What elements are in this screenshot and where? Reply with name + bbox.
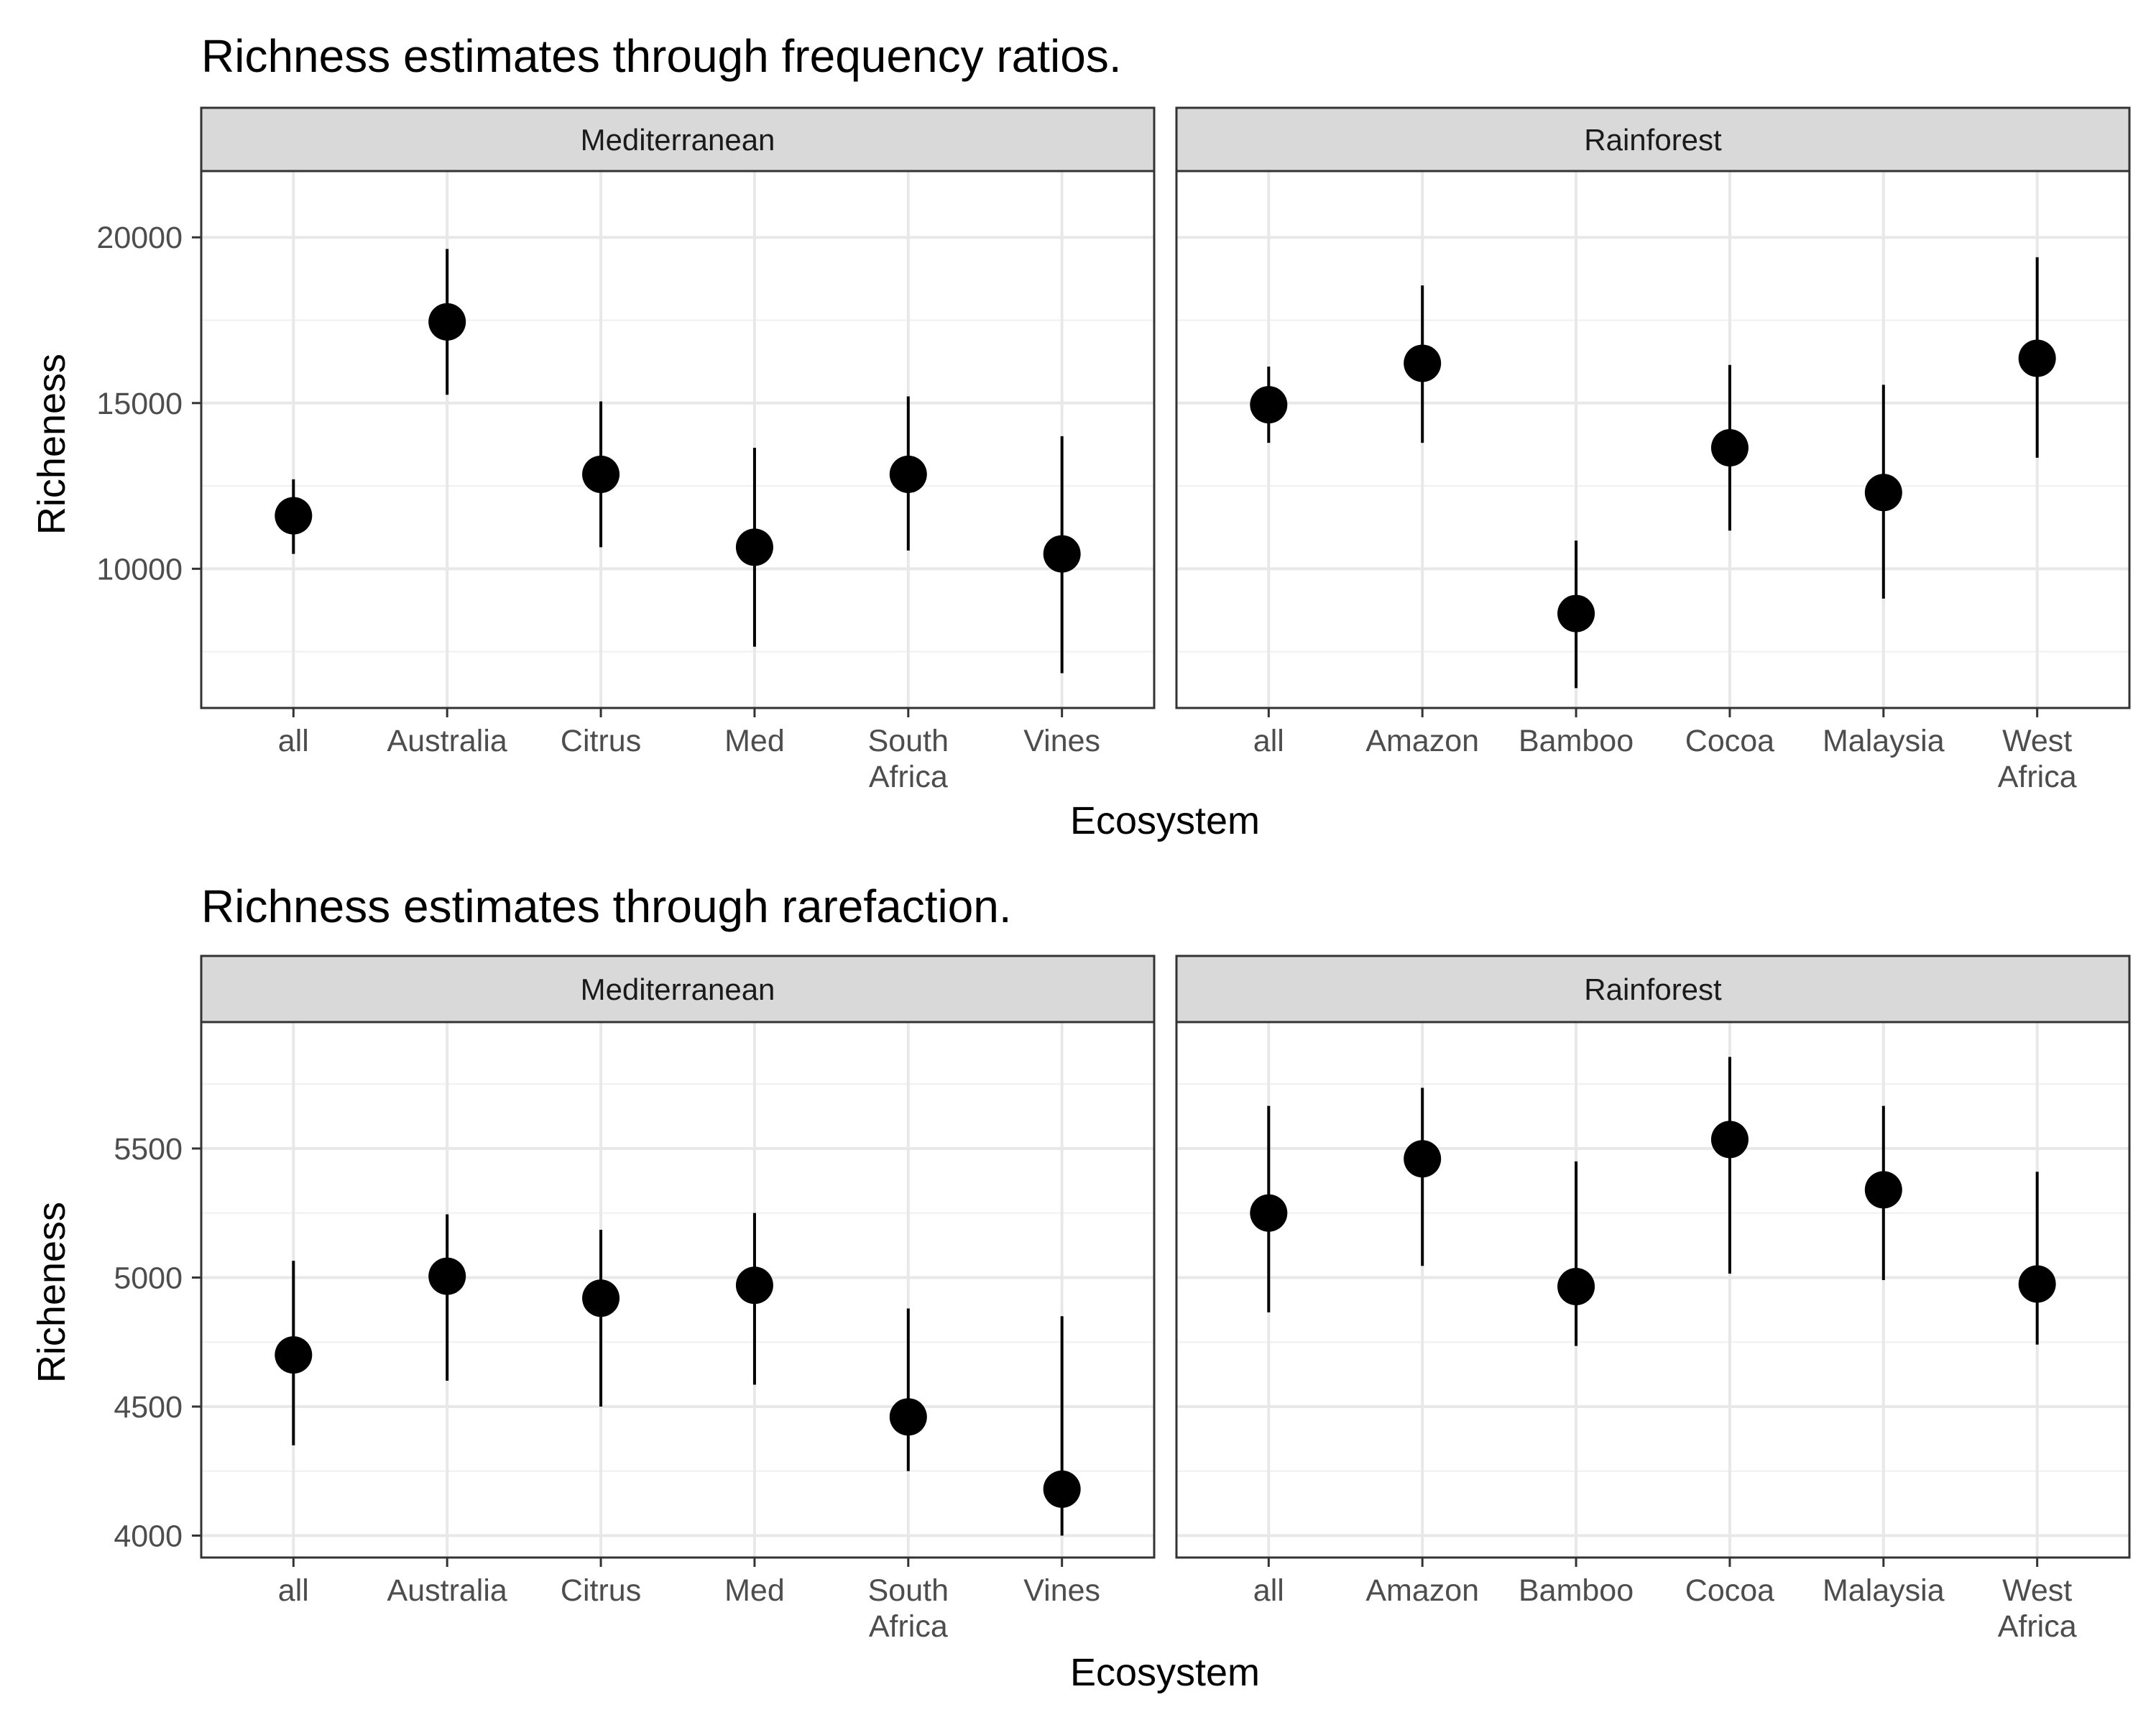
x-tick-label: Africa: [869, 760, 948, 794]
data-point: [735, 1266, 773, 1305]
facet-panel-rainforest: Rainforest all Amazon Bamboo Cocoa Malaysia We…: [1175, 106, 2131, 794]
data-point: [582, 1279, 620, 1317]
charts: Richness estimates through frequency rat…: [30, 30, 2131, 1694]
x-tick-label: South: [868, 724, 949, 758]
x-tick-label: Citrus: [561, 1573, 641, 1608]
data-point: [2018, 339, 2056, 377]
data-point: [428, 1257, 466, 1295]
chart-title: Richness estimates through rarefaction.: [201, 880, 1012, 932]
y-tick-label: 5000: [114, 1261, 183, 1295]
panel-background: [201, 171, 1154, 708]
facet-strip: [200, 106, 1156, 172]
x-tick-label: all: [278, 1573, 309, 1608]
x-tick-label: Australia: [387, 724, 507, 758]
data-point: [1043, 535, 1081, 573]
y-axis-title: Richeness: [30, 354, 73, 535]
facet-strip: [1175, 954, 2131, 1024]
x-tick-label: Med: [724, 1573, 785, 1608]
data-point: [1557, 594, 1595, 632]
x-tick-label: West: [2002, 724, 2072, 758]
facet-strip-label: Mediterranean: [581, 972, 775, 1006]
data-point: [1864, 1171, 1902, 1209]
data-point: [275, 1336, 313, 1374]
x-tick-label: South: [868, 1573, 949, 1608]
y-axis-title: Richeness: [30, 1202, 73, 1383]
y-tick-label: 15000: [96, 387, 183, 421]
chart-1: Richness estimates through frequency rat…: [30, 30, 2131, 842]
x-tick-label: Africa: [869, 1609, 948, 1644]
x-tick-label: Australia: [387, 1573, 507, 1608]
y-tick-label: 10000: [96, 552, 183, 586]
x-tick-label: Africa: [1998, 1609, 2077, 1644]
data-point: [1250, 386, 1288, 424]
data-point: [1557, 1268, 1595, 1306]
chart-2: Richness estimates through rarefaction. 4…: [30, 880, 2131, 1694]
x-tick-label: Africa: [1998, 760, 2077, 794]
data-point: [428, 303, 466, 341]
data-point: [582, 455, 620, 493]
y-tick-label: 5500: [114, 1132, 183, 1167]
facet-panel-mediterranean: Mediterranean all Australia Citrus Med SouthA…: [200, 954, 1156, 1644]
x-tick-label: Malaysia: [1823, 724, 1945, 758]
x-tick-label: Amazon: [1365, 724, 1479, 758]
data-point: [1710, 1121, 1749, 1159]
y-tick-label: 20000: [96, 221, 183, 255]
x-tick-label: Bamboo: [1519, 724, 1634, 758]
facet-strip-label: Rainforest: [1584, 123, 1722, 157]
x-tick-label: Amazon: [1365, 1573, 1479, 1608]
x-tick-label: Cocoa: [1685, 724, 1774, 758]
facet-panel-rainforest: Rainforest all Amazon Bamboo Cocoa Malaysia We…: [1175, 954, 2131, 1644]
facet-strip-label: Mediterranean: [581, 123, 775, 157]
facet-strip: [1175, 106, 2131, 172]
data-point: [1250, 1194, 1288, 1232]
x-tick-label: Cocoa: [1685, 1573, 1774, 1608]
panel-background: [1176, 1022, 2129, 1558]
chart-title: Richness estimates through frequency rat…: [201, 30, 1122, 82]
x-tick-label: all: [1253, 1573, 1284, 1608]
facet-panel-mediterranean: Mediterranean all Australia Citrus Med SouthA…: [200, 106, 1156, 794]
panel-background: [201, 1022, 1154, 1558]
x-axis-title: Ecosystem: [1070, 1651, 1260, 1694]
x-tick-label: all: [1253, 724, 1284, 758]
panel-background: [1176, 171, 2129, 708]
data-point: [1043, 1470, 1081, 1508]
x-tick-label: all: [278, 724, 309, 758]
facet-strip-label: Rainforest: [1584, 972, 1722, 1006]
x-tick-label: Vines: [1023, 1573, 1100, 1608]
data-point: [2018, 1265, 2056, 1303]
data-point: [1710, 429, 1749, 467]
x-tick-label: Vines: [1023, 724, 1100, 758]
data-point: [1404, 1140, 1442, 1178]
data-point: [1404, 344, 1442, 382]
data-point: [889, 455, 927, 493]
data-point: [275, 497, 313, 535]
x-tick-label: Med: [724, 724, 785, 758]
x-tick-label: West: [2002, 1573, 2072, 1608]
data-point: [1864, 474, 1902, 512]
x-tick-label: Malaysia: [1823, 1573, 1945, 1608]
x-tick-label: Citrus: [561, 724, 641, 758]
facet-strip: [200, 954, 1156, 1024]
y-tick-label: 4000: [114, 1519, 183, 1553]
data-point: [889, 1398, 927, 1436]
x-tick-label: Bamboo: [1519, 1573, 1634, 1608]
x-axis-title: Ecosystem: [1070, 799, 1260, 842]
y-tick-label: 4500: [114, 1390, 183, 1425]
data-point: [735, 528, 773, 566]
